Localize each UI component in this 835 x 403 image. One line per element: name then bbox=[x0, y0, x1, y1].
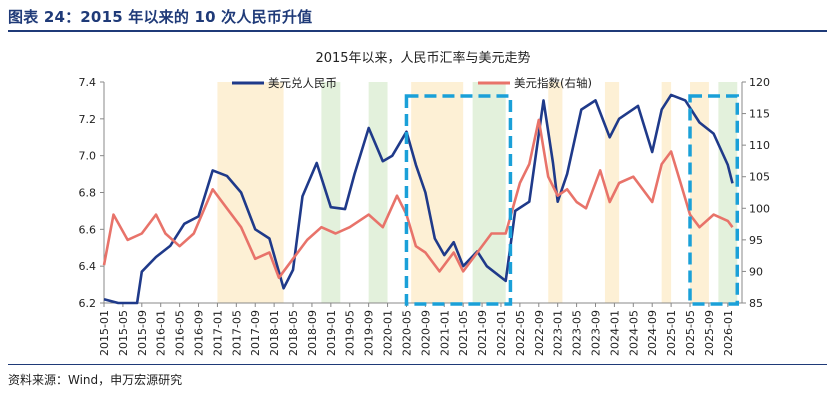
left-tick-label: 6.4 bbox=[79, 260, 97, 273]
x-tick-label: 2020-09 bbox=[419, 310, 432, 356]
shaded-period-1 bbox=[217, 82, 284, 303]
x-tick-label: 2021-05 bbox=[457, 310, 470, 356]
x-tick-label: 2015-09 bbox=[136, 310, 149, 356]
x-tick-label: 2022-05 bbox=[514, 310, 527, 356]
chart-title: 2015年以来，人民币汇率与美元走势 bbox=[315, 50, 530, 66]
right-tick-label: 100 bbox=[749, 202, 770, 215]
x-tick-label: 2018-05 bbox=[287, 310, 300, 356]
left-tick-label: 7.0 bbox=[79, 150, 97, 163]
legend-label-2: 美元指数(右轴) bbox=[514, 76, 592, 90]
x-tick-label: 2018-09 bbox=[306, 310, 319, 356]
x-tick-label: 2023-01 bbox=[552, 310, 565, 356]
x-tick-label: 2019-01 bbox=[325, 310, 338, 356]
x-tick-label: 2016-01 bbox=[155, 310, 168, 356]
x-tick-label: 2024-09 bbox=[646, 310, 659, 356]
series-line-1 bbox=[103, 93, 734, 305]
x-tick-label: 2025-05 bbox=[684, 310, 697, 356]
footer-rule bbox=[8, 364, 827, 365]
right-tick-label: 95 bbox=[749, 234, 763, 247]
x-tick-label: 2020-05 bbox=[400, 310, 413, 356]
shaded-period-2 bbox=[321, 82, 341, 303]
x-tick-label: 2022-09 bbox=[533, 310, 546, 356]
right-tick-label: 90 bbox=[749, 265, 763, 278]
right-tick-label: 85 bbox=[749, 297, 763, 310]
x-tick-label: 2024-01 bbox=[608, 310, 621, 356]
x-tick-label: 2024-05 bbox=[627, 310, 640, 356]
legend-label-1: 美元兑人民币 bbox=[268, 76, 337, 90]
left-tick-label: 7.2 bbox=[79, 113, 97, 126]
x-tick-label: 2021-09 bbox=[476, 310, 489, 356]
x-tick-label: 2023-09 bbox=[589, 310, 602, 356]
highlight-box-2 bbox=[688, 94, 740, 306]
shaded-period-9 bbox=[690, 82, 709, 303]
right-tick-label: 110 bbox=[749, 139, 770, 152]
shaded-period-3 bbox=[368, 82, 388, 303]
left-tick-label: 6.2 bbox=[79, 297, 97, 310]
right-tick-label: 105 bbox=[749, 171, 770, 184]
right-tick-label: 120 bbox=[749, 76, 770, 89]
x-tick-label: 2016-05 bbox=[174, 310, 187, 356]
left-tick-label: 6.6 bbox=[79, 223, 97, 236]
shaded-period-10 bbox=[718, 82, 738, 303]
figure-title: 图表 24：2015 年以来的 10 次人民币升值 bbox=[8, 8, 313, 26]
x-tick-label: 2023-05 bbox=[571, 310, 584, 356]
x-tick-label: 2016-09 bbox=[193, 310, 206, 356]
x-tick-label: 2022-01 bbox=[495, 310, 508, 356]
x-tick-label: 2019-05 bbox=[344, 310, 357, 356]
left-tick-label: 7.4 bbox=[79, 76, 97, 89]
x-tick-label: 2021-01 bbox=[438, 310, 451, 356]
source-note: 资料来源：Wind，申万宏源研究 bbox=[8, 373, 183, 387]
title-rule bbox=[8, 30, 827, 32]
x-tick-label: 2015-01 bbox=[98, 310, 111, 356]
x-tick-label: 2026-01 bbox=[722, 310, 735, 356]
shaded-period-5 bbox=[472, 82, 506, 303]
x-tick-label: 2019-09 bbox=[363, 310, 376, 356]
x-tick-label: 2015-05 bbox=[117, 310, 130, 356]
x-tick-label: 2017-01 bbox=[211, 310, 224, 356]
x-tick-label: 2025-01 bbox=[665, 310, 678, 356]
x-tick-label: 2017-05 bbox=[230, 310, 243, 356]
left-tick-label: 6.8 bbox=[79, 187, 97, 200]
x-tick-label: 2018-01 bbox=[268, 310, 281, 356]
right-tick-label: 115 bbox=[749, 108, 770, 121]
highlight-box-1 bbox=[404, 94, 513, 306]
x-tick-label: 2017-09 bbox=[249, 310, 262, 356]
series-line-2 bbox=[102, 118, 734, 279]
x-tick-label: 2025-09 bbox=[703, 310, 716, 356]
x-tick-label: 2020-01 bbox=[382, 310, 395, 356]
shaded-period-8 bbox=[661, 82, 672, 303]
